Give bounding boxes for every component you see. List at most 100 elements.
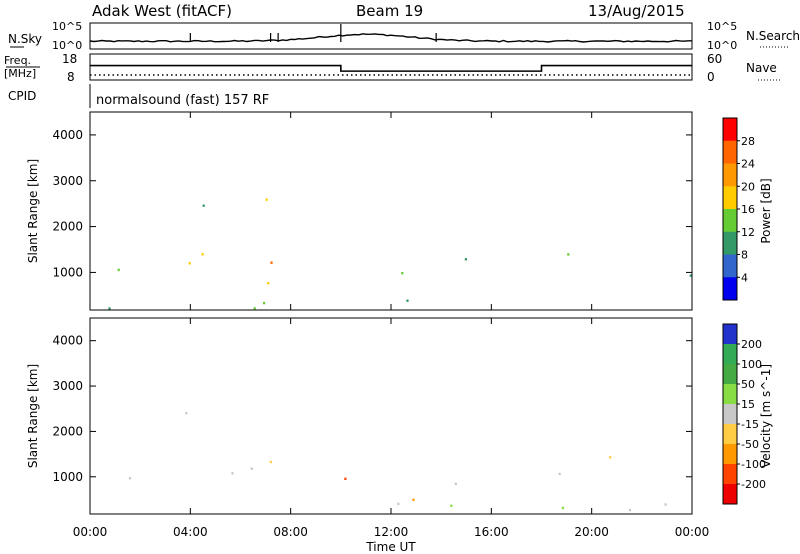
y-tick-label: 2000	[52, 220, 83, 234]
noise-sky-series	[89, 33, 692, 43]
power-panel: 1000 2000 3000 4000 Slant Range [km] 28 24 20…	[26, 111, 773, 311]
heatmap-cell	[201, 253, 204, 256]
colorbar-segment	[723, 444, 737, 465]
heatmap-cell	[128, 477, 132, 480]
colorbar-segment	[723, 186, 737, 210]
colorbar-segment	[723, 209, 737, 233]
heatmap-cell	[406, 299, 409, 302]
power-y-axis-label: Slant Range [km]	[26, 159, 40, 263]
velocity-y-ticks: 1000 2000 3000 4000	[52, 334, 692, 484]
beam-title: Beam 19	[356, 2, 423, 20]
heatmap-cell	[664, 503, 667, 506]
time-tick-label: 00:00	[73, 525, 108, 539]
noise-panel-frame	[89, 22, 693, 50]
noise-left-label: N.Sky	[8, 32, 42, 46]
power-colorbar-label: Power [dB]	[759, 178, 773, 243]
freq-left-tick-bottom: 8	[67, 70, 75, 84]
freq-label-1: Freq.	[4, 54, 31, 67]
heatmap-cell	[231, 472, 234, 475]
noise-panel: N.Sky 10^5 10^0 10^5 10^0 N.Search	[8, 20, 800, 52]
colorbar-segment	[723, 484, 737, 505]
frequency-series	[90, 64, 692, 72]
colorbar-segment	[723, 118, 737, 142]
colorbar-tick-label: 20	[741, 180, 755, 193]
colorbar-segment	[723, 163, 737, 187]
cpid-text: normalsound (fast) 157 RF	[96, 93, 269, 108]
colorbar-tick-label: 100	[741, 358, 762, 371]
y-tick-label: 2000	[52, 424, 83, 438]
power-y-ticks: 1000 2000 3000 4000	[52, 128, 692, 279]
power-heatmap-cells	[108, 198, 692, 310]
colorbar-tick-label: 16	[741, 203, 755, 216]
colorbar-segment	[723, 277, 737, 301]
y-tick-label: 3000	[52, 174, 83, 188]
y-tick-label: 1000	[52, 265, 83, 279]
noise-right-tick-top: 10^5	[707, 20, 737, 33]
time-tick-label: 20:00	[574, 525, 609, 539]
power-colorbar: 28 24 20 16 12 8 4	[722, 117, 755, 301]
velocity-colorbar-label-text: Velocity [m s^-1]	[759, 364, 773, 468]
y-tick-label: 4000	[52, 128, 83, 142]
freq-label-2: [MHz]	[4, 67, 36, 80]
heatmap-cell	[689, 274, 692, 277]
heatmap-cell	[265, 198, 268, 201]
velocity-colorbar: 200 100 50 15 -15 -50 -100 -200	[722, 323, 766, 505]
freq-left-tick-top: 18	[62, 52, 77, 66]
frequency-panel: Freq. [MHz] 18 8 60 0 Nave	[4, 52, 780, 84]
colorbar-segment	[723, 140, 737, 164]
y-tick-label: 1000	[52, 470, 83, 484]
velocity-colorbar-label: Velocity [m s^-1]	[759, 364, 773, 468]
power-x-ticks	[89, 112, 693, 310]
colorbar-tick-label: 8	[741, 249, 748, 262]
time-axis-title: Time UT	[365, 540, 416, 554]
heatmap-cell	[397, 502, 400, 506]
colorbar-tick-label: 4	[741, 271, 748, 284]
time-tick-label: 16:00	[474, 525, 509, 539]
velocity-panel: 1000 2000 3000 4000 Slant Range [km] 200 100…	[26, 317, 773, 515]
heatmap-cell	[188, 262, 191, 265]
heatmap-cell	[454, 482, 457, 485]
cpid-label: CPID	[8, 89, 36, 103]
frequency-panel-frame	[89, 53, 693, 81]
colorbar-tick-label: -15	[741, 418, 759, 431]
heatmap-cell	[117, 268, 120, 272]
noise-right-label: N.Search	[746, 29, 800, 43]
heatmap-cell	[263, 301, 266, 305]
y-tick-label: 3000	[52, 379, 83, 393]
heatmap-cell	[401, 272, 404, 275]
heatmap-cell	[567, 253, 570, 256]
heatmap-cell	[270, 261, 273, 264]
noise-right-tick-bottom: 10^0	[707, 39, 737, 52]
time-tick-label: 08:00	[273, 525, 308, 539]
heatmap-cell	[558, 472, 561, 476]
colorbar-tick-label: -200	[741, 478, 766, 491]
heatmap-cell	[628, 508, 632, 512]
y-tick-label: 4000	[52, 334, 83, 348]
noise-left-tick-top: 10^5	[52, 20, 82, 33]
heatmap-cell	[253, 307, 256, 310]
freq-right-tick-top: 60	[707, 52, 722, 66]
colorbar-tick-label: -100	[741, 458, 766, 471]
colorbar-tick-label: 50	[741, 378, 755, 391]
heatmap-cell	[108, 307, 111, 310]
time-tick-label: 04:00	[173, 525, 208, 539]
heatmap-cell	[267, 282, 270, 285]
velocity-heatmap-cells	[128, 412, 667, 512]
colorbar-tick-label: 12	[741, 226, 755, 239]
power-panel-frame	[89, 111, 693, 311]
colorbar-segment	[723, 254, 737, 278]
colorbar-tick-label: 200	[741, 338, 762, 351]
colorbar-segment	[723, 464, 737, 485]
colorbar-segment	[723, 344, 737, 365]
colorbar-segment	[723, 364, 737, 385]
station-title: Adak West (fitACF)	[92, 2, 232, 20]
colorbar-segment	[723, 324, 737, 345]
time-axis-labels: 00:00 04:00 08:00 12:00 16:00 20:00 00:00	[73, 525, 710, 539]
date-title: 13/Aug/2015	[588, 2, 685, 20]
heatmap-cell	[561, 506, 564, 510]
noise-left-tick-bottom: 10^0	[52, 39, 82, 52]
colorbar-segment	[723, 424, 737, 445]
freq-right-tick-bottom: 0	[707, 70, 715, 84]
colorbar-tick-label: 15	[741, 398, 755, 411]
